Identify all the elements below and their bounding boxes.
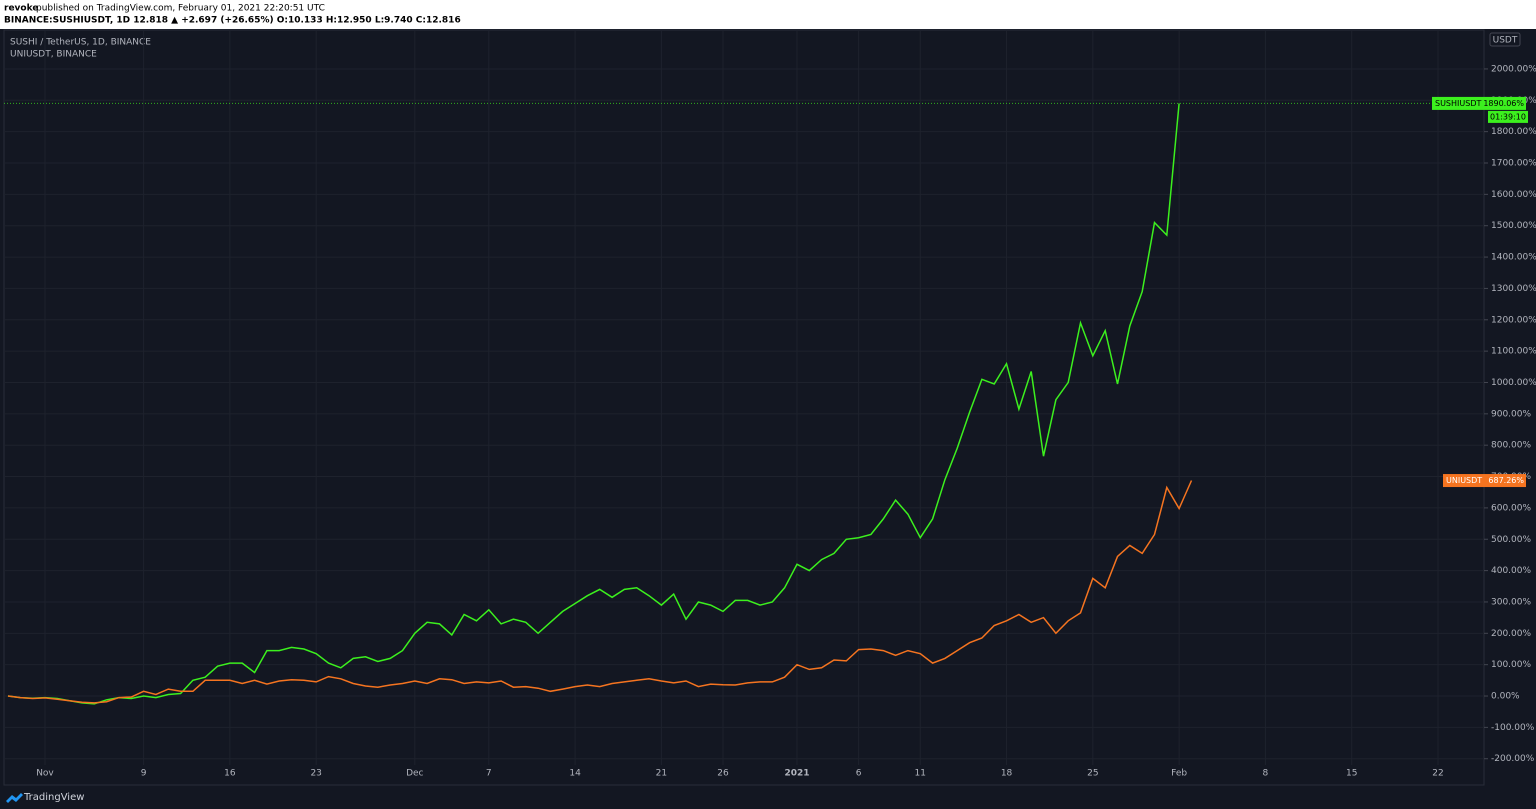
countdown-tag bbox=[1488, 110, 1528, 123]
y-tick-label: 1200.00% bbox=[1491, 315, 1536, 325]
x-tick-label: 15 bbox=[1346, 769, 1357, 779]
x-tick-label: 21 bbox=[656, 769, 667, 779]
x-tick-label: 2021 bbox=[784, 769, 809, 779]
x-tick-label: 22 bbox=[1432, 769, 1443, 779]
x-tick-label: 11 bbox=[915, 769, 926, 779]
logo-icon bbox=[6, 793, 23, 803]
x-tick-label: Feb bbox=[1171, 769, 1187, 779]
y-tick-label: 400.00% bbox=[1491, 566, 1531, 576]
x-tick-label: 9 bbox=[141, 769, 147, 779]
x-tick-label: 18 bbox=[1001, 769, 1013, 779]
legend-entry: SUSHI / TetherUS, 1D, BINANCE bbox=[10, 38, 151, 48]
symbol-info: BINANCE:SUSHIUSDT, 1D 12.818 ▲ +2.697 (+… bbox=[4, 16, 461, 26]
y-tick-label: 1000.00% bbox=[1491, 378, 1536, 388]
brand: TradingView bbox=[23, 792, 84, 803]
x-tick-label: 25 bbox=[1087, 769, 1098, 779]
plot-frame bbox=[3, 29, 1485, 786]
value-label: 687.26% bbox=[1488, 476, 1524, 485]
publisher: revoke bbox=[4, 4, 38, 14]
x-tick-label: Dec bbox=[406, 769, 423, 779]
y-tick-label: 900.00% bbox=[1491, 409, 1531, 419]
y-tick-label: 600.00% bbox=[1491, 503, 1531, 513]
y-tick-label: 2000.00% bbox=[1491, 64, 1536, 74]
grid bbox=[4, 31, 1484, 765]
y-tick-label: 1300.00% bbox=[1491, 284, 1536, 294]
y-tick-label: 1800.00% bbox=[1491, 127, 1536, 137]
y-tick-label: -100.00% bbox=[1491, 723, 1535, 733]
logo: TradingView bbox=[6, 792, 84, 803]
x-tick-label: 23 bbox=[310, 769, 321, 779]
y-tick-label: 800.00% bbox=[1491, 441, 1531, 451]
series-tag: UNIUSDT bbox=[1446, 476, 1482, 485]
x-tick-label: Nov bbox=[36, 769, 54, 779]
value-label: 1890.06% bbox=[1483, 99, 1524, 108]
y-tick-label: 1400.00% bbox=[1491, 253, 1536, 263]
scale-label: USDT bbox=[1493, 36, 1518, 46]
countdown: 01:39:10 bbox=[1490, 112, 1526, 121]
y-tick-label: 1500.00% bbox=[1491, 221, 1536, 231]
y-tick-label: 100.00% bbox=[1491, 660, 1531, 670]
y-tick-label: 1700.00% bbox=[1491, 159, 1536, 169]
y-tick-label: 0.00% bbox=[1491, 692, 1520, 702]
y-tick-label: 300.00% bbox=[1491, 597, 1531, 607]
y-tick-label: 500.00% bbox=[1491, 535, 1531, 545]
header-bar bbox=[0, 0, 1536, 29]
y-tick-label: -200.00% bbox=[1491, 754, 1535, 764]
series-line bbox=[7, 480, 1193, 704]
x-tick-label: 16 bbox=[224, 769, 236, 779]
price-tag bbox=[1443, 474, 1526, 488]
published-info: published on TradingView.com, February 0… bbox=[36, 4, 325, 14]
x-tick-label: 8 bbox=[1263, 769, 1269, 779]
x-tick-label: 14 bbox=[569, 769, 581, 779]
price-tag bbox=[1432, 96, 1526, 110]
series-tag: SUSHIUSDT bbox=[1435, 99, 1481, 108]
y-tick-label: 200.00% bbox=[1491, 629, 1531, 639]
legend-entry: UNIUSDT, BINANCE bbox=[10, 50, 97, 60]
y-tick-label: 1100.00% bbox=[1491, 347, 1536, 357]
y-tick-label: 1600.00% bbox=[1491, 190, 1536, 200]
scale-box bbox=[1489, 32, 1521, 47]
x-tick-label: 26 bbox=[717, 769, 729, 779]
x-tick-label: 7 bbox=[486, 769, 492, 779]
series-line bbox=[7, 103, 1180, 705]
x-tick-label: 6 bbox=[856, 769, 862, 779]
